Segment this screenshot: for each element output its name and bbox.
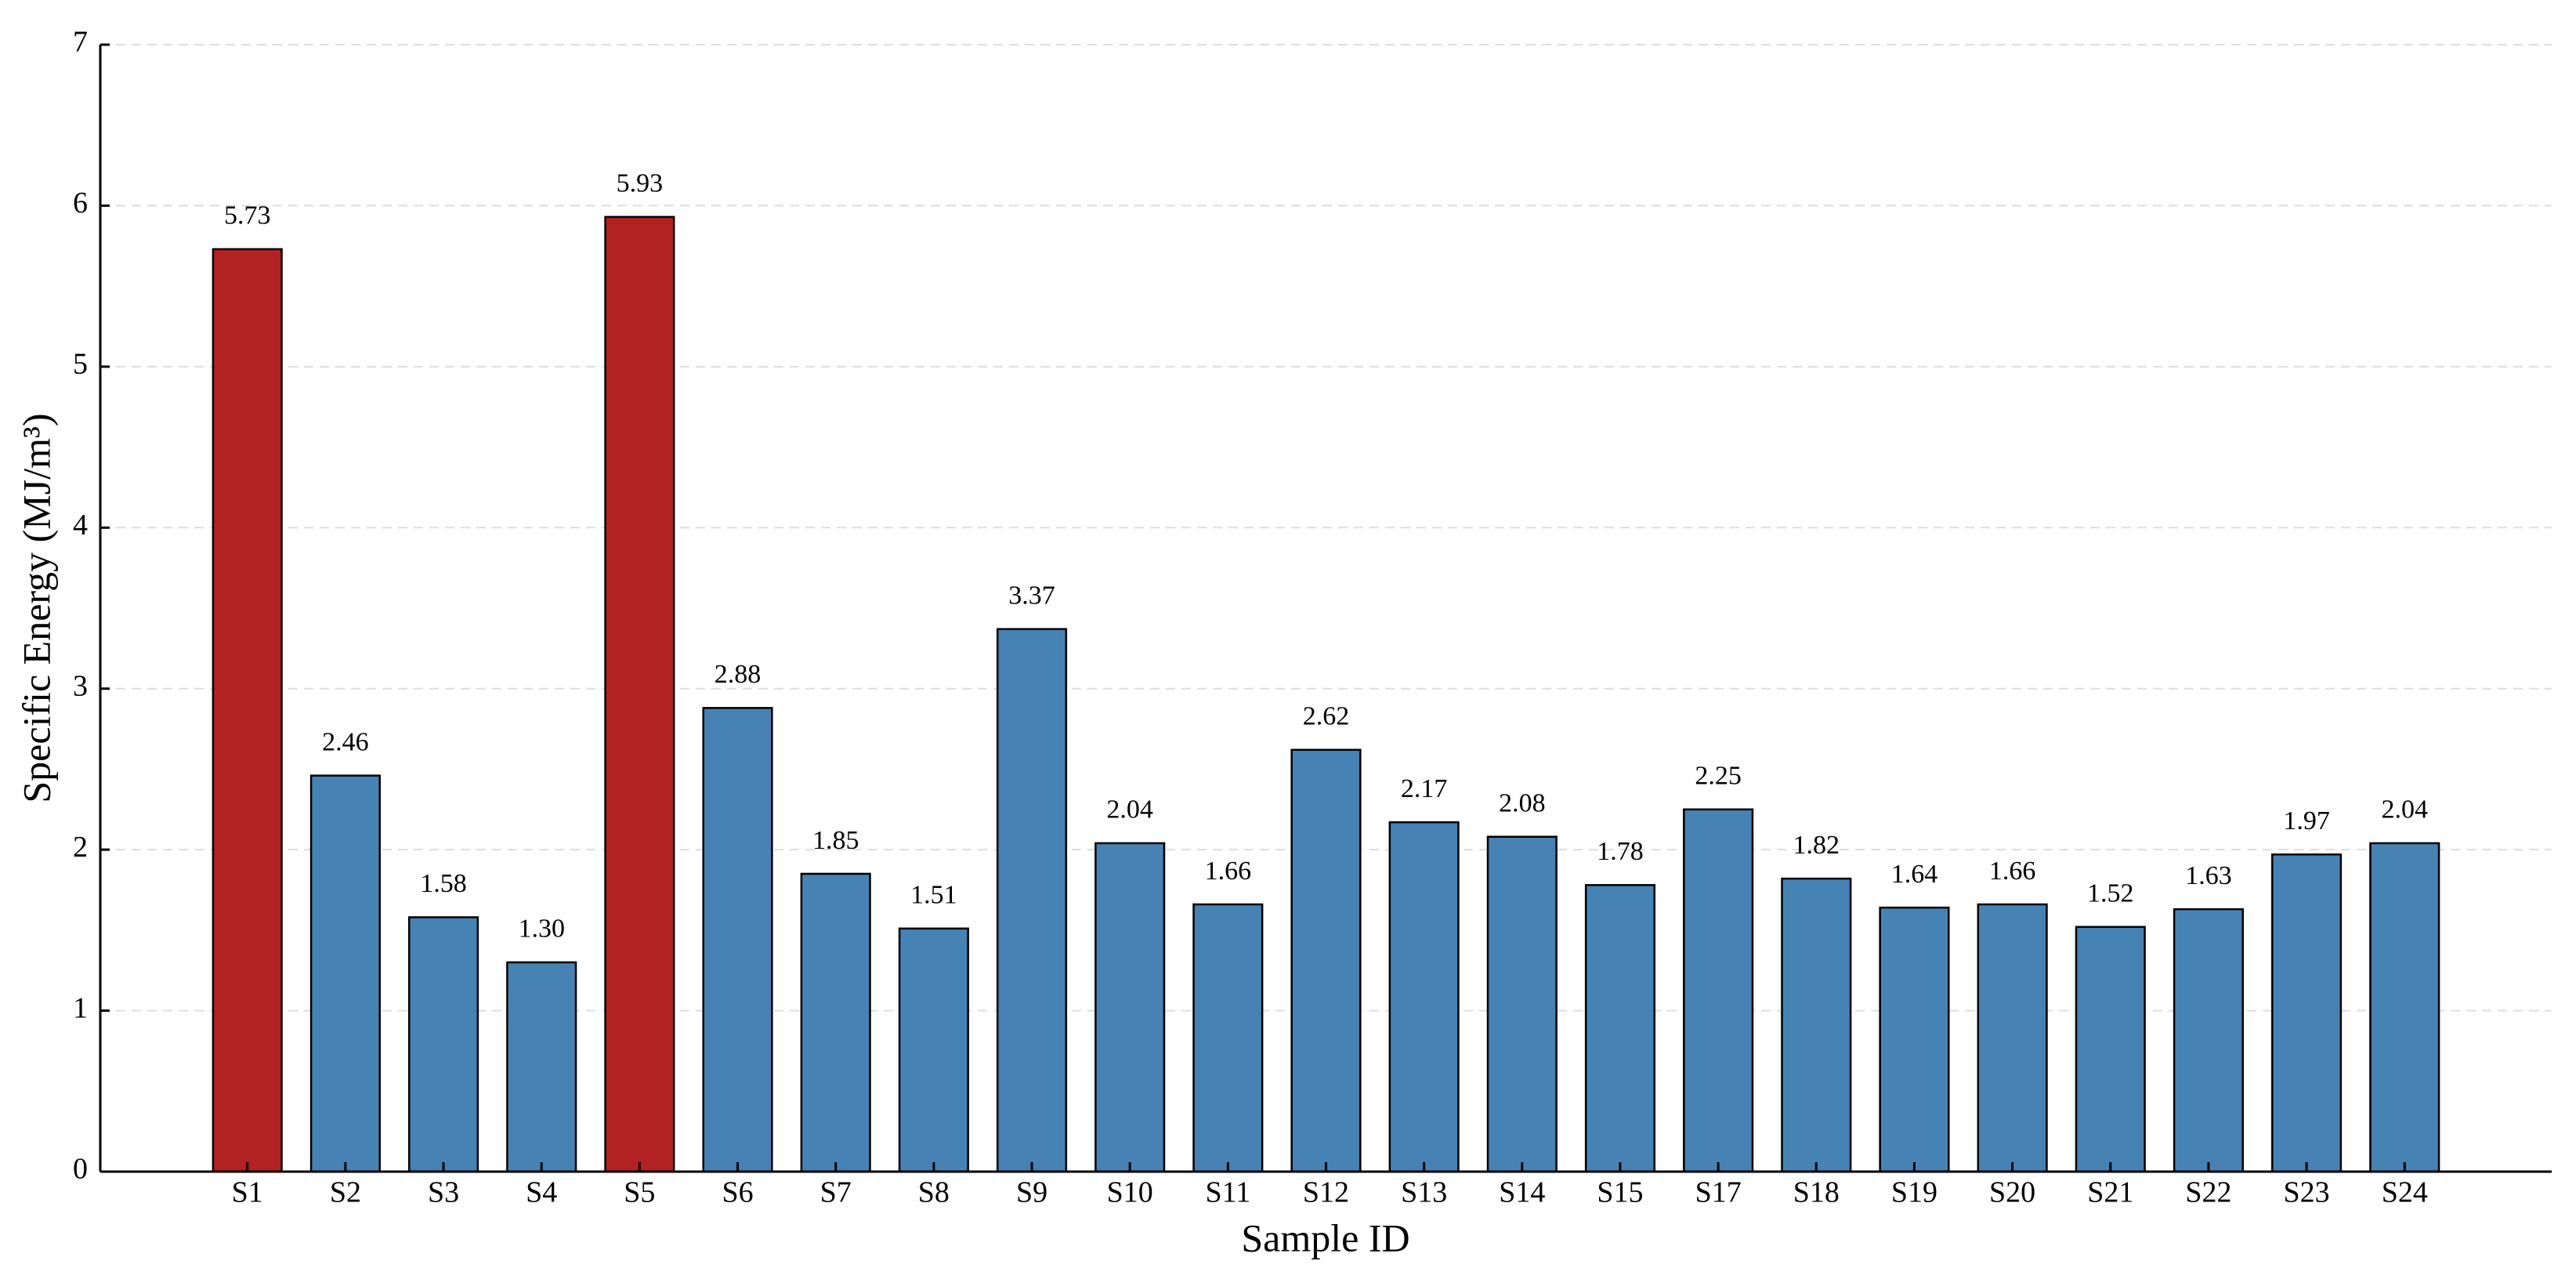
y-tick-label: 0	[73, 1153, 88, 1186]
x-tick-label: S13	[1401, 1176, 1447, 1209]
value-label: 2.25	[1695, 762, 1742, 791]
value-label: 5.73	[224, 201, 271, 230]
bar	[1290, 748, 1362, 1173]
bar	[309, 774, 381, 1173]
value-label: 1.63	[2185, 861, 2232, 890]
y-tick-label: 1	[73, 991, 88, 1024]
value-label: 2.88	[715, 660, 762, 689]
y-tick-label: 6	[73, 187, 88, 219]
bar	[2271, 853, 2343, 1173]
x-tick-label: S8	[918, 1176, 950, 1209]
bar	[1094, 842, 1166, 1173]
bar	[1879, 906, 1950, 1173]
x-tick-label: S2	[330, 1176, 361, 1209]
x-tick-label: S24	[2382, 1176, 2428, 1209]
x-tick-label: S10	[1107, 1176, 1153, 1209]
y-tick-label: 3	[73, 669, 88, 702]
x-tick-label: S14	[1499, 1176, 1545, 1209]
x-tick-label: S18	[1793, 1176, 1840, 1209]
y-axis-title: Specific Energy (MJ/m³)	[14, 413, 58, 803]
bar	[1683, 808, 1754, 1173]
bar	[408, 916, 479, 1173]
x-tick-label: S19	[1891, 1176, 1937, 1209]
x-tick-label: S4	[526, 1176, 557, 1209]
bar	[1486, 835, 1558, 1173]
x-tick-label: S3	[428, 1176, 459, 1209]
value-label: 1.66	[1989, 857, 2036, 886]
bar	[212, 248, 283, 1173]
bar	[1781, 877, 1852, 1173]
value-label: 1.51	[910, 881, 957, 910]
y-tick-label: 5	[73, 348, 88, 381]
value-label: 1.58	[420, 869, 467, 898]
bar	[1192, 903, 1264, 1173]
x-tick-label: S12	[1303, 1176, 1349, 1209]
x-tick-label: S1	[232, 1176, 263, 1209]
x-axis-title: Sample ID	[1241, 1216, 1409, 1259]
x-tick-label: S11	[1205, 1176, 1250, 1209]
value-label: 1.52	[2087, 879, 2134, 908]
value-label: 2.08	[1499, 789, 1546, 818]
x-tick-label: S5	[624, 1176, 655, 1209]
value-label: 3.37	[1008, 582, 1055, 611]
x-tick-label: S20	[1989, 1176, 2035, 1209]
y-tick-label: 7	[73, 26, 88, 59]
x-tick-label: S17	[1695, 1176, 1742, 1209]
bar	[604, 216, 675, 1173]
value-label: 1.97	[2283, 806, 2330, 835]
value-label: 2.46	[322, 727, 369, 756]
value-label: 1.78	[1597, 837, 1644, 866]
y-tick-label: 2	[73, 831, 88, 864]
x-tick-label: S23	[2284, 1176, 2330, 1209]
bar	[2075, 926, 2146, 1173]
bar	[2173, 908, 2244, 1173]
value-label: 1.85	[812, 826, 859, 855]
bar	[1584, 884, 1656, 1173]
x-tick-label: S15	[1597, 1176, 1643, 1209]
x-tick-label: S22	[2185, 1176, 2231, 1209]
bar	[506, 961, 577, 1173]
value-label: 2.04	[2382, 795, 2429, 824]
x-tick-label: S21	[2087, 1176, 2133, 1209]
bar	[898, 927, 969, 1173]
value-label: 1.64	[1891, 860, 1938, 889]
value-label: 2.62	[1303, 702, 1350, 731]
value-label: 1.66	[1205, 857, 1252, 886]
x-tick-label: S6	[722, 1176, 753, 1209]
bar	[1388, 821, 1460, 1173]
bar	[996, 628, 1068, 1173]
value-label: 1.30	[518, 915, 565, 944]
bar	[702, 707, 773, 1173]
x-tick-label: S9	[1016, 1176, 1047, 1209]
value-label: 5.93	[617, 169, 664, 198]
value-label: 2.17	[1401, 774, 1448, 803]
y-tick-label: 4	[73, 509, 88, 542]
bar	[800, 872, 871, 1173]
x-tick-label: S7	[820, 1176, 852, 1209]
value-label: 2.04	[1106, 795, 1153, 824]
value-label: 1.82	[1793, 831, 1840, 860]
bar	[2369, 842, 2440, 1173]
bar	[1977, 903, 2048, 1173]
